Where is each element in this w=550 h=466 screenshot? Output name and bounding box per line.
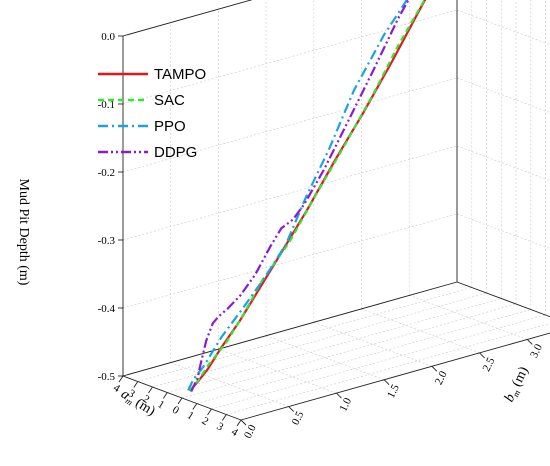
y-tick-label: 3.0 — [528, 342, 545, 360]
box-edge — [122, 0, 253, 37]
series-lines — [187, 0, 427, 392]
y-axis-title: bm (m) — [502, 364, 533, 405]
legend: TAMPO SAC PPO DDPG — [98, 66, 206, 161]
grid-line-back-z — [456, 145, 550, 181]
x-tick-label: 2 — [200, 415, 211, 428]
axis-box — [122, 0, 550, 421]
tick-marks — [118, 35, 533, 427]
grid-line-floor-y — [313, 322, 433, 367]
z-tick-label: -0.1 — [98, 99, 115, 111]
x-tick-label: 4 — [111, 382, 122, 395]
grid-line-side-z — [122, 9, 458, 105]
z-tick-label: -0.4 — [98, 303, 116, 315]
grid-line-back-z — [456, 213, 550, 249]
z-tick-label: -0.2 — [98, 167, 115, 179]
x-tick-label: 0 — [170, 404, 181, 417]
grid-line-floor-x — [211, 314, 546, 410]
legend-label-ppo: PPO — [154, 118, 186, 135]
y-axis-title-sub: m — [510, 388, 522, 399]
grid-line-floor-x — [226, 323, 550, 415]
x-tick — [207, 408, 212, 416]
grid-line-floor-y — [409, 295, 528, 340]
x-tick-label: 1 — [155, 398, 166, 411]
series-line-sac — [188, 0, 426, 392]
y-tick — [336, 392, 342, 399]
grid-line-floor-x — [181, 303, 517, 399]
y-tick-label: 1.0 — [337, 396, 354, 414]
grid-line-floor-x — [152, 292, 487, 388]
y-tick — [479, 352, 485, 359]
y-tick — [431, 365, 438, 372]
tick-labels: -0.5-0.4-0.3-0.2-0.10.04 3 2 1 0 1 2 3 4 0.00.51.… — [98, 31, 546, 440]
y-tick — [526, 339, 533, 345]
y-tick — [240, 419, 247, 426]
grid-line-floor-x — [167, 298, 502, 393]
y-tick-label: 1.5 — [385, 382, 402, 400]
x-tick — [148, 386, 153, 394]
z-tick-label: -0.5 — [98, 371, 116, 383]
y-tick-label: 0.0 — [242, 422, 259, 440]
y-tick-label: 2.5 — [480, 355, 497, 373]
box-edge — [456, 281, 550, 318]
x-tick-label: 2 — [141, 393, 152, 406]
grid-line-side-z — [122, 213, 458, 309]
x-tick-label: 3 — [214, 420, 225, 433]
y-axis-line — [240, 332, 550, 421]
z-axis-title: Mud Pit Depth (m) — [16, 179, 31, 286]
grid-line-floor-x — [137, 287, 472, 382]
y-tick — [383, 379, 390, 386]
x-tick — [236, 419, 242, 427]
y-tick — [288, 406, 295, 412]
grid-line-floor-y — [265, 335, 385, 380]
z-tick-label: 0.0 — [101, 31, 115, 43]
grid-line-back-z — [456, 9, 550, 45]
x-tick — [162, 392, 168, 399]
grid-line-floor-y — [361, 308, 480, 354]
x-tick — [192, 403, 198, 410]
series-line-ddpg — [190, 0, 410, 392]
x-tick-label: 3 — [126, 387, 137, 400]
grid-line-floor-y — [170, 362, 289, 407]
x-tick — [118, 375, 124, 383]
y-tick-label: 0.5 — [290, 409, 307, 427]
y-tick-label: 2.0 — [433, 369, 450, 387]
grid-line-side-z — [122, 145, 458, 241]
x-axis-title: am (m) — [118, 387, 158, 420]
legend-label-tampo: TAMPO — [154, 66, 206, 83]
legend-label-sac: SAC — [154, 92, 185, 109]
back-pane-y — [457, 0, 550, 317]
grid-line-floor-x — [196, 309, 531, 404]
x-tick — [133, 381, 139, 388]
z-tick-label: -0.3 — [98, 235, 116, 247]
grid-line-floor-y — [218, 348, 337, 394]
box-edge — [122, 281, 458, 377]
legend-label-ddpg: DDPG — [154, 144, 197, 161]
x-tick — [177, 397, 183, 405]
grid-line-back-z — [456, 77, 550, 113]
axis-panes — [123, 0, 550, 376]
y-axis-title-unit: (m) — [508, 364, 532, 392]
back-pane-x — [123, 0, 457, 376]
x-tick-label: 1 — [185, 409, 196, 422]
x-tick-label: 4 — [229, 426, 240, 439]
x-tick — [221, 414, 227, 421]
series-line-ppo — [187, 0, 409, 391]
grid-line-side-z — [122, 77, 458, 173]
x-axis-title-sub: m — [124, 396, 135, 408]
